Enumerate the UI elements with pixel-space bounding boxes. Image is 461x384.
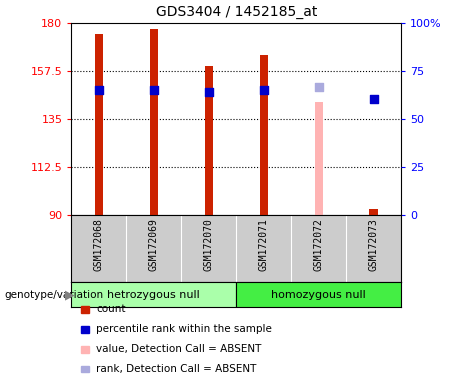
Text: GSM172068: GSM172068: [94, 218, 104, 271]
Text: count: count: [96, 304, 125, 314]
Text: hetrozygous null: hetrozygous null: [107, 290, 200, 300]
Text: GSM172072: GSM172072: [313, 218, 324, 271]
Text: GSM172069: GSM172069: [149, 218, 159, 271]
Bar: [236, 282, 401, 307]
Text: GSM172071: GSM172071: [259, 218, 269, 271]
Text: genotype/variation: genotype/variation: [5, 290, 104, 300]
Bar: [369, 209, 378, 215]
Point: [315, 84, 322, 90]
Text: GSM172073: GSM172073: [369, 218, 378, 271]
Text: value, Detection Call = ABSENT: value, Detection Call = ABSENT: [96, 344, 261, 354]
Text: percentile rank within the sample: percentile rank within the sample: [96, 324, 272, 334]
Text: rank, Detection Call = ABSENT: rank, Detection Call = ABSENT: [96, 364, 256, 374]
Point: [205, 89, 213, 96]
Point: [260, 87, 267, 93]
Bar: [314, 102, 323, 215]
Bar: [95, 34, 103, 215]
Bar: [205, 66, 213, 215]
Point: [95, 87, 103, 93]
Title: GDS3404 / 1452185_at: GDS3404 / 1452185_at: [155, 5, 317, 19]
Point: [370, 96, 377, 102]
Point: [150, 87, 158, 93]
Text: GSM172070: GSM172070: [204, 218, 214, 271]
Bar: [260, 55, 268, 215]
Bar: [71, 282, 236, 307]
Text: ▶: ▶: [65, 288, 75, 301]
Bar: [150, 30, 158, 215]
Text: homozygous null: homozygous null: [271, 290, 366, 300]
